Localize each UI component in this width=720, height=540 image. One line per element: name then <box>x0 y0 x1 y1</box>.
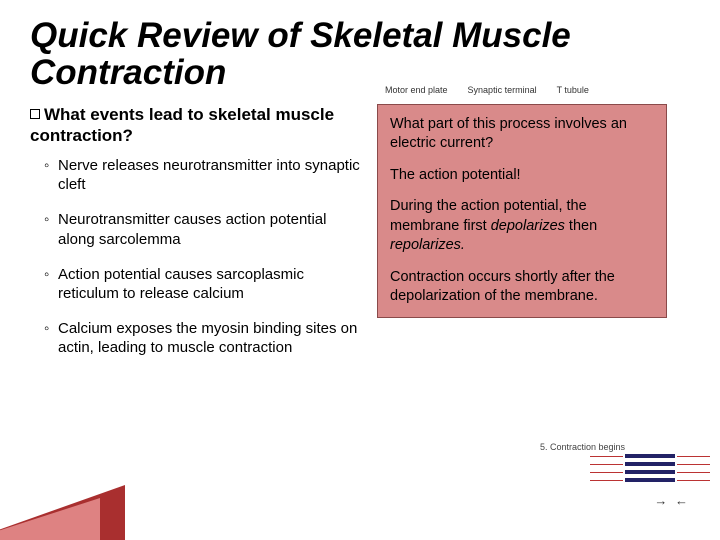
list-item: Neurotransmitter causes action potential… <box>44 210 365 248</box>
question-text: What events lead to skeletal muscle cont… <box>30 105 334 145</box>
callout-box: What part of this process involves an el… <box>377 104 667 319</box>
callout-explain-2: Contraction occurs shortly after the dep… <box>390 268 654 307</box>
callout-emph: repolarizes. <box>390 237 465 253</box>
callout-emph: depolarizes <box>491 218 565 234</box>
callout-text: then <box>565 218 597 234</box>
diagram-label: Motor end plate <box>385 86 448 96</box>
decor-triangle-light <box>0 498 100 540</box>
left-column: What events lead to skeletal muscle cont… <box>30 104 365 374</box>
diagram-caption: 5. Contraction begins <box>540 442 625 452</box>
diagram-top-labels: Motor end plate Synaptic terminal T tubu… <box>385 86 589 96</box>
filaments-icon <box>590 452 710 484</box>
callout-question: What part of this process involves an el… <box>390 115 654 154</box>
list-item: Nerve releases neurotransmitter into syn… <box>44 156 365 194</box>
square-bullet-icon <box>30 109 40 119</box>
list-item: Calcium exposes the myosin binding sites… <box>44 319 365 357</box>
right-column: Motor end plate Synaptic terminal T tubu… <box>377 104 690 374</box>
contraction-diagram: 5. Contraction begins → ← <box>540 442 710 512</box>
callout-explain-1: During the action potential, the membran… <box>390 197 654 256</box>
main-question: What events lead to skeletal muscle cont… <box>30 104 365 147</box>
content-row: What events lead to skeletal muscle cont… <box>30 104 690 374</box>
arrows-icon: → ← <box>654 493 690 508</box>
callout-answer: The action potential! <box>390 166 654 186</box>
events-list: Nerve releases neurotransmitter into syn… <box>30 156 365 358</box>
diagram-label: Synaptic terminal <box>468 86 537 96</box>
slide-title: Quick Review of Skeletal Muscle Contract… <box>30 18 690 92</box>
slide: Quick Review of Skeletal Muscle Contract… <box>0 0 720 540</box>
list-item: Action potential causes sarcoplasmic ret… <box>44 265 365 303</box>
diagram-label: T tubule <box>557 86 589 96</box>
